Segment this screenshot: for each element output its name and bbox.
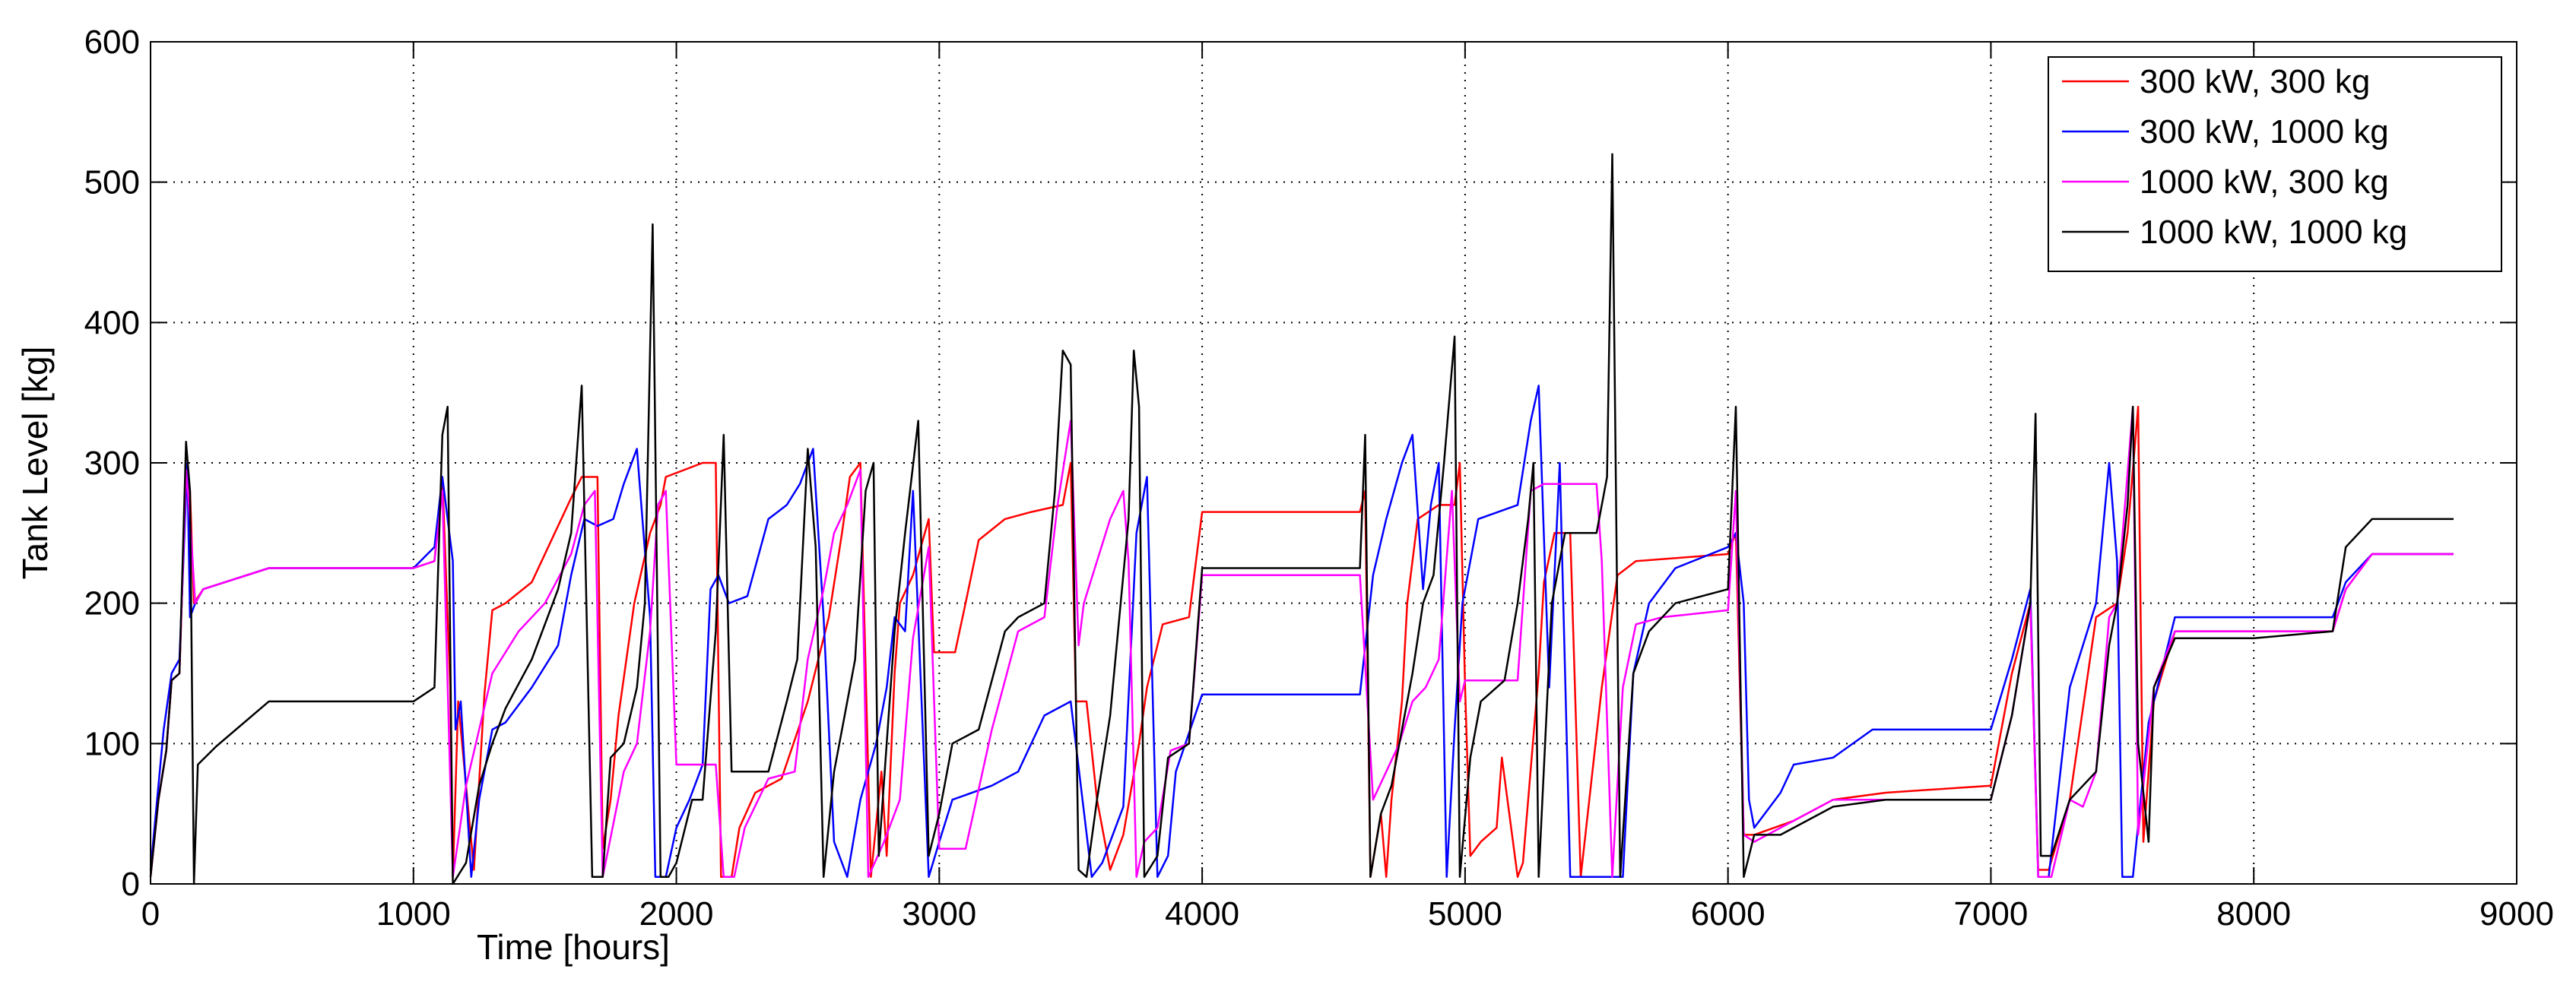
y-tick-labels: 0 100 200 300 400 500 600 — [84, 24, 140, 903]
x-tick-label: 1000 — [376, 895, 451, 933]
legend-label-3: 1000 kW, 300 kg — [2140, 163, 2389, 201]
legend-label-1: 300 kW, 300 kg — [2140, 63, 2370, 100]
y-tick-label: 400 — [84, 304, 140, 341]
x-tick-label: 3000 — [902, 895, 976, 933]
legend: 300 kW, 300 kg 300 kW, 1000 kg 1000 kW, 30… — [2048, 56, 2502, 272]
x-tick-label: 8000 — [2216, 895, 2291, 933]
y-tick-label: 200 — [84, 585, 140, 622]
x-tick-label: 9000 — [2479, 895, 2554, 933]
y-tick-label: 100 — [84, 725, 140, 762]
legend-items: 300 kW, 300 kg 300 kW, 1000 kg 1000 kW, 30… — [2062, 63, 2407, 251]
x-tick-label: 5000 — [1428, 895, 1502, 933]
x-tick-label: 0 — [141, 895, 160, 933]
axis-ticks — [150, 41, 2517, 885]
x-tick-label: 6000 — [1691, 895, 1765, 933]
series-lines — [149, 153, 2454, 885]
x-axis-label: Time [hours] — [477, 927, 670, 967]
y-axis-label: Tank Level [kg] — [15, 347, 55, 580]
y-tick-label: 600 — [84, 24, 140, 61]
y-tick-label: 0 — [122, 866, 140, 903]
legend-label-4: 1000 kW, 1000 kg — [2140, 214, 2407, 251]
x-tick-label: 7000 — [1953, 895, 2028, 933]
series-line-4 — [149, 153, 2454, 885]
x-tick-label: 4000 — [1165, 895, 1239, 933]
legend-label-2: 300 kW, 1000 kg — [2140, 113, 2389, 150]
x-tick-labels: 0 1000 2000 3000 4000 5000 6000 7000 8000 9000 — [141, 895, 2554, 933]
y-tick-label: 500 — [84, 164, 140, 201]
y-tick-label: 300 — [84, 445, 140, 482]
legend-box — [2048, 56, 2502, 272]
x-tick-label: 2000 — [639, 895, 714, 933]
series-line-2 — [149, 385, 2454, 879]
